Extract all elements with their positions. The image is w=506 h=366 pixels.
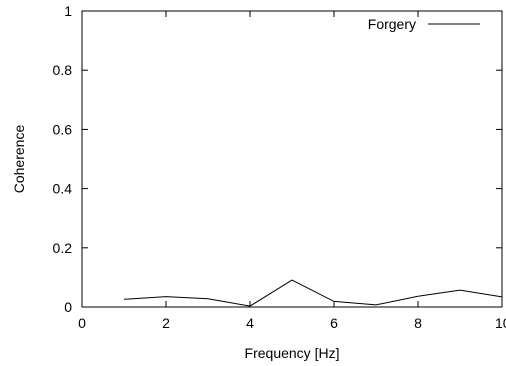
y-tick-label: 0.6 bbox=[53, 121, 73, 137]
x-tick-label: 6 bbox=[330, 315, 338, 331]
y-tick-label: 0.8 bbox=[53, 62, 73, 78]
legend: Forgery bbox=[368, 16, 480, 32]
y-tick-label: 1 bbox=[64, 3, 72, 19]
x-tick-label: 0 bbox=[78, 315, 86, 331]
x-tick-label: 10 bbox=[495, 315, 506, 331]
series-line-forgery bbox=[123, 279, 503, 307]
x-tick-label: 2 bbox=[162, 315, 170, 331]
x-axis-label: Frequency [Hz] bbox=[245, 345, 340, 361]
y-tick-label: 0.2 bbox=[53, 240, 73, 256]
x-tick-label: 8 bbox=[414, 315, 422, 331]
y-axis-ticks: 0 0.2 0.4 0.6 0.8 1 bbox=[53, 3, 502, 315]
legend-label-forgery: Forgery bbox=[368, 16, 416, 32]
series-layer bbox=[123, 279, 503, 307]
x-tick-label: 4 bbox=[246, 315, 254, 331]
y-tick-label: 0.4 bbox=[53, 181, 73, 197]
y-axis-label: Coherence bbox=[11, 125, 27, 194]
y-tick-label: 0 bbox=[64, 299, 72, 315]
x-axis-ticks: 0 2 4 6 8 10 bbox=[78, 11, 506, 331]
plot-frame bbox=[81, 10, 503, 308]
